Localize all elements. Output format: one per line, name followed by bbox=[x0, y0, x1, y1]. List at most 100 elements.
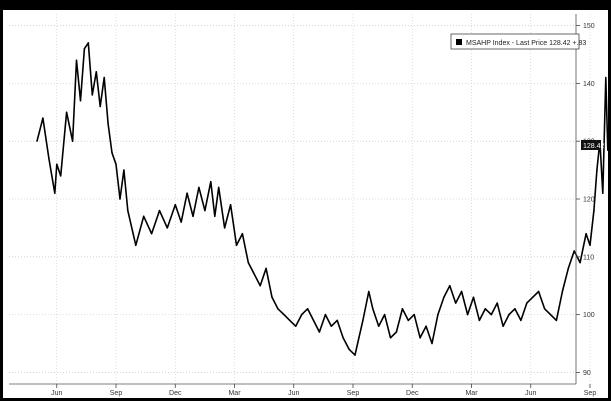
data-point bbox=[585, 233, 586, 234]
x-axis: Jun Sep Dec Mar Jun Sep Dec Mar Jun Sep bbox=[9, 384, 596, 397]
data-point bbox=[60, 175, 61, 176]
data-point bbox=[210, 181, 211, 182]
x-tick-label: Jun bbox=[525, 390, 536, 397]
data-point bbox=[579, 262, 580, 263]
data-point bbox=[508, 314, 509, 315]
data-point bbox=[76, 60, 77, 61]
y-tick-label: 100 bbox=[583, 312, 595, 319]
data-point bbox=[538, 291, 539, 292]
data-point bbox=[198, 187, 199, 188]
data-point bbox=[502, 325, 503, 326]
data-point bbox=[80, 100, 81, 101]
data-point bbox=[56, 164, 57, 165]
data-point bbox=[337, 320, 338, 321]
data-point bbox=[479, 320, 480, 321]
data-point bbox=[107, 123, 108, 124]
data-point bbox=[378, 325, 379, 326]
data-point bbox=[550, 314, 551, 315]
data-point bbox=[605, 77, 606, 78]
data-point bbox=[443, 297, 444, 298]
data-point bbox=[331, 325, 332, 326]
data-point bbox=[159, 210, 160, 211]
data-point bbox=[254, 273, 255, 274]
data-point bbox=[325, 314, 326, 315]
data-point bbox=[66, 112, 67, 113]
data-point bbox=[461, 291, 462, 292]
data-point bbox=[449, 285, 450, 286]
data-point bbox=[319, 331, 320, 332]
x-tick-label: Jun bbox=[288, 390, 299, 397]
data-point bbox=[224, 227, 225, 228]
data-point bbox=[289, 320, 290, 321]
data-point bbox=[230, 204, 231, 205]
data-point bbox=[402, 308, 403, 309]
data-point bbox=[419, 337, 420, 338]
data-point bbox=[602, 193, 603, 194]
data-point bbox=[111, 152, 112, 153]
data-point bbox=[473, 297, 474, 298]
x-tick-label: Sep bbox=[110, 390, 123, 397]
data-point bbox=[100, 106, 101, 107]
data-point bbox=[204, 210, 205, 211]
data-point bbox=[408, 320, 409, 321]
y-tick-label: 120 bbox=[583, 197, 595, 204]
data-point bbox=[48, 158, 49, 159]
x-tick-label: Dec bbox=[169, 390, 182, 397]
data-point bbox=[562, 291, 563, 292]
y-tick-label: 140 bbox=[583, 81, 595, 88]
data-point bbox=[362, 320, 363, 321]
data-point bbox=[72, 140, 73, 141]
last-price-label: 128.42 bbox=[583, 143, 605, 150]
x-tick-label: Sep bbox=[584, 390, 597, 397]
data-point bbox=[135, 245, 136, 246]
data-point bbox=[544, 308, 545, 309]
data-point bbox=[425, 325, 426, 326]
data-point bbox=[218, 187, 219, 188]
data-point bbox=[348, 349, 349, 350]
data-point bbox=[186, 193, 187, 194]
data-point bbox=[491, 314, 492, 315]
data-point bbox=[526, 302, 527, 303]
data-point bbox=[589, 245, 590, 246]
data-point bbox=[496, 302, 497, 303]
data-point bbox=[123, 169, 124, 170]
data-point bbox=[354, 354, 355, 355]
x-tick-label: Mar bbox=[228, 390, 241, 397]
data-point bbox=[271, 297, 272, 298]
x-tick-label: Mar bbox=[465, 390, 478, 397]
x-tick-label: Dec bbox=[406, 390, 419, 397]
x-tick-label: Sep bbox=[347, 390, 360, 397]
data-point bbox=[431, 343, 432, 344]
data-point bbox=[54, 193, 55, 194]
data-point bbox=[214, 216, 215, 217]
data-point bbox=[92, 94, 93, 95]
data-point bbox=[119, 198, 120, 199]
data-point bbox=[455, 302, 456, 303]
data-point bbox=[390, 337, 391, 338]
x-tick-label: Jun bbox=[51, 390, 62, 397]
data-point bbox=[313, 320, 314, 321]
data-point bbox=[42, 117, 43, 118]
data-point bbox=[396, 331, 397, 332]
data-point bbox=[115, 164, 116, 165]
data-point bbox=[265, 268, 266, 269]
data-point bbox=[568, 268, 569, 269]
data-point bbox=[248, 262, 249, 263]
data-point bbox=[574, 250, 575, 251]
data-point bbox=[242, 233, 243, 234]
data-point bbox=[384, 314, 385, 315]
data-point bbox=[520, 320, 521, 321]
data-point bbox=[180, 221, 181, 222]
data-point bbox=[192, 216, 193, 217]
data-point bbox=[84, 48, 85, 49]
legend-label: MSAHP Index - Last Price 128.42 +.83 bbox=[466, 40, 586, 47]
data-point bbox=[368, 291, 369, 292]
data-point bbox=[236, 245, 237, 246]
y-tick-label: 90 bbox=[583, 370, 591, 377]
data-point bbox=[36, 140, 37, 141]
data-point bbox=[301, 314, 302, 315]
legend-swatch bbox=[456, 39, 462, 45]
data-point bbox=[437, 314, 438, 315]
data-point bbox=[167, 227, 168, 228]
data-point bbox=[175, 204, 176, 205]
